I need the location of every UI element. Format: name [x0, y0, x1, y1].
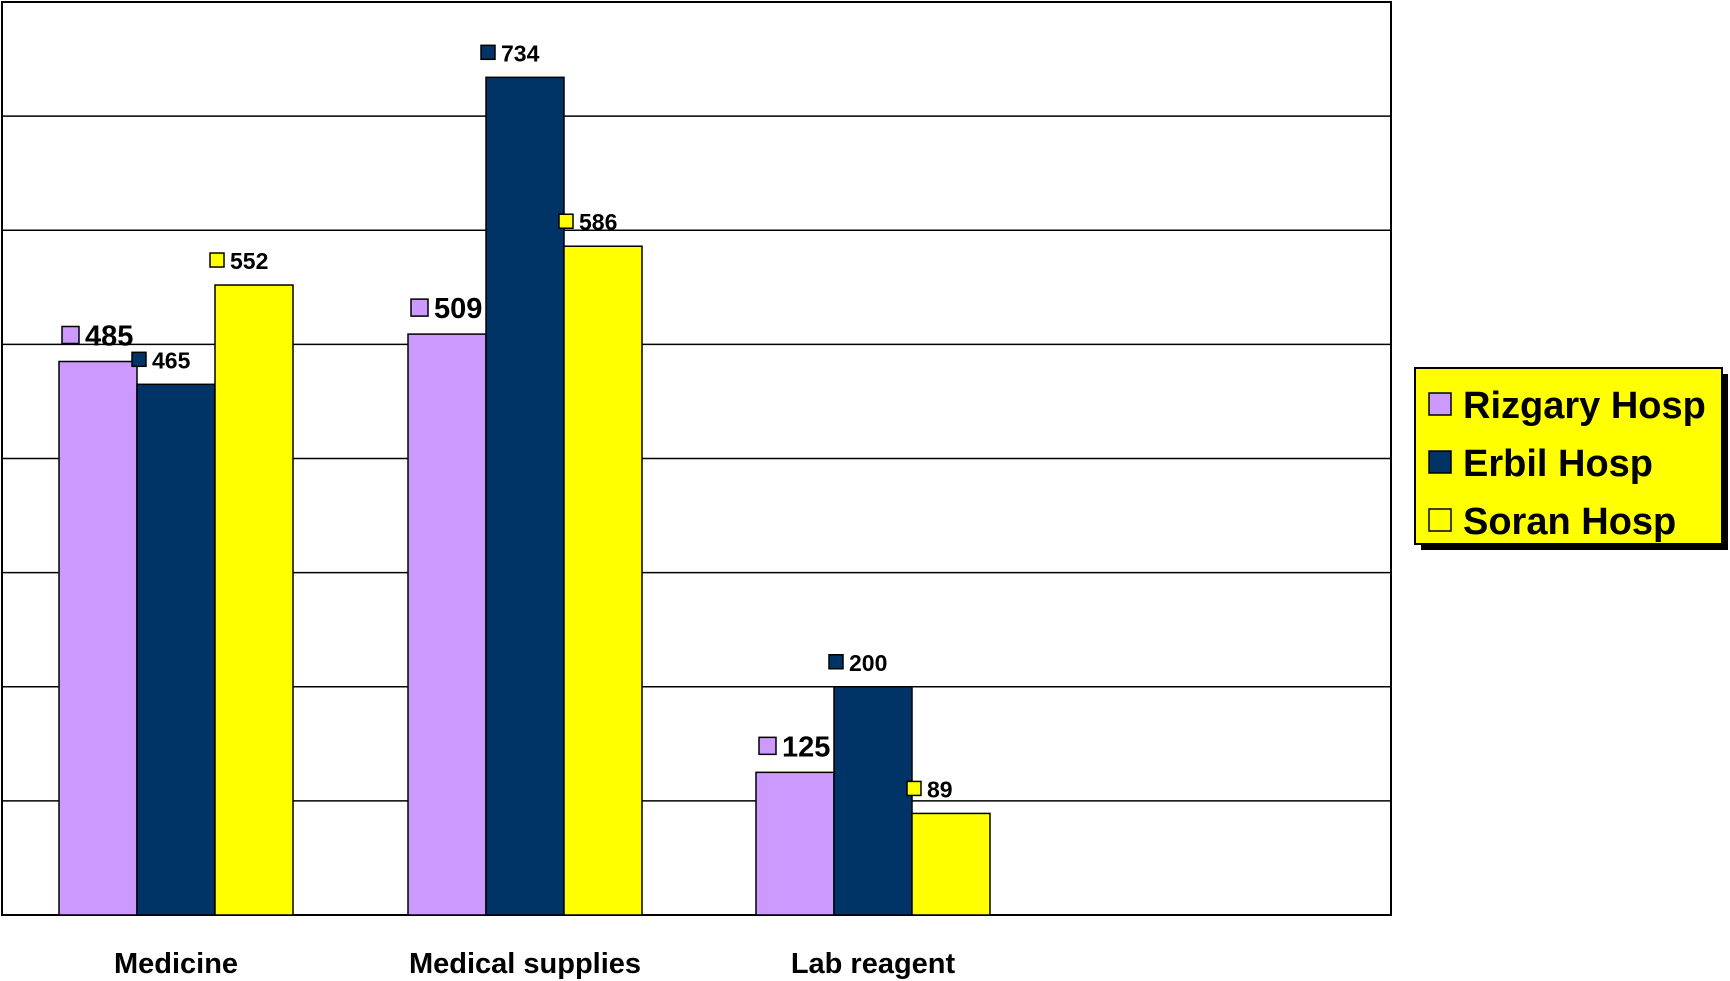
legend-marker	[1428, 450, 1452, 474]
legend-entry: Erbil Hosp	[1463, 443, 1653, 485]
value-label: 485	[85, 320, 133, 352]
value-labels: 485 465 552 509 734 586 125 200 89	[61, 40, 953, 802]
bar	[485, 76, 565, 916]
value-label-marker	[558, 213, 574, 229]
legend-entry: Soran Hosp	[1463, 501, 1676, 543]
bar	[58, 360, 138, 916]
bar	[911, 812, 991, 916]
value-label: 89	[927, 776, 953, 802]
value-label: 125	[782, 731, 830, 763]
legend: Rizgary Hosp Erbil Hosp Soran Hosp	[1414, 367, 1728, 550]
value-label: 734	[501, 40, 540, 66]
category-label: Medicine	[114, 948, 238, 980]
value-label-marker	[480, 44, 496, 61]
legend-marker	[1428, 392, 1452, 416]
value-label: 552	[230, 248, 268, 274]
value-label-marker	[758, 736, 777, 756]
category-label: Lab reagent	[791, 948, 956, 980]
value-label-marker	[209, 252, 225, 268]
bars	[58, 76, 991, 916]
value-label-marker	[906, 780, 922, 797]
value-label-marker	[410, 298, 429, 317]
bar	[755, 771, 835, 916]
value-label: 465	[152, 347, 191, 373]
legend-marker	[1428, 508, 1452, 532]
category-labels: Medicine Medical supplies Lab reagent	[114, 948, 956, 980]
bar	[214, 284, 294, 916]
bar	[407, 333, 487, 916]
bar	[563, 245, 643, 916]
legend-box	[1414, 367, 1723, 545]
value-label-marker	[61, 325, 80, 345]
category-label: Medical supplies	[409, 948, 641, 980]
value-label: 200	[849, 650, 887, 676]
legend-entry: Rizgary Hosp	[1463, 385, 1706, 427]
value-label-marker	[131, 351, 147, 368]
value-label-marker	[828, 654, 844, 670]
bar	[833, 686, 913, 916]
value-label: 586	[579, 209, 617, 235]
value-label: 509	[434, 293, 482, 325]
bar	[136, 383, 216, 916]
